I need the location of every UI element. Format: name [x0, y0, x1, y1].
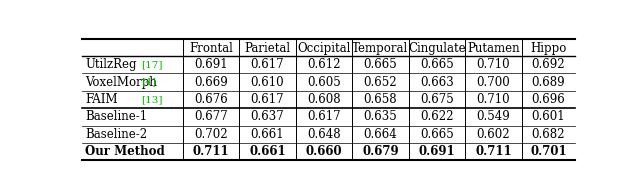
- Text: [4]: [4]: [141, 78, 157, 87]
- Text: 0.637: 0.637: [251, 110, 284, 123]
- Text: Cingulate: Cingulate: [408, 42, 466, 55]
- Text: 0.711: 0.711: [475, 145, 512, 158]
- Text: Frontal: Frontal: [189, 42, 233, 55]
- Text: 0.691: 0.691: [419, 145, 455, 158]
- Text: 0.702: 0.702: [194, 128, 228, 141]
- Text: 0.665: 0.665: [364, 58, 397, 71]
- Text: 0.549: 0.549: [477, 110, 510, 123]
- Text: 0.661: 0.661: [249, 145, 286, 158]
- Text: Hippo: Hippo: [530, 42, 566, 55]
- Text: 0.617: 0.617: [251, 58, 284, 71]
- Text: 0.692: 0.692: [532, 58, 565, 71]
- Text: 0.691: 0.691: [194, 58, 228, 71]
- Text: Baseline-2: Baseline-2: [86, 128, 148, 141]
- Text: Temporal: Temporal: [353, 42, 408, 55]
- Text: 0.665: 0.665: [420, 58, 454, 71]
- Text: 0.602: 0.602: [477, 128, 510, 141]
- Text: 0.710: 0.710: [477, 58, 510, 71]
- Text: 0.612: 0.612: [307, 58, 340, 71]
- Text: 0.696: 0.696: [531, 93, 565, 106]
- Text: 0.682: 0.682: [532, 128, 565, 141]
- Text: 0.652: 0.652: [364, 76, 397, 89]
- Text: 0.676: 0.676: [194, 93, 228, 106]
- Text: 0.605: 0.605: [307, 76, 341, 89]
- Text: [17]: [17]: [141, 60, 163, 69]
- Text: 0.665: 0.665: [420, 128, 454, 141]
- Text: 0.661: 0.661: [251, 128, 284, 141]
- Text: 0.635: 0.635: [364, 110, 397, 123]
- Text: Parietal: Parietal: [244, 42, 291, 55]
- Text: Putamen: Putamen: [467, 42, 520, 55]
- Text: 0.679: 0.679: [362, 145, 399, 158]
- Text: 0.664: 0.664: [364, 128, 397, 141]
- Text: 0.617: 0.617: [307, 110, 341, 123]
- Text: FAIM: FAIM: [86, 93, 118, 106]
- Text: 0.711: 0.711: [193, 145, 229, 158]
- Text: 0.701: 0.701: [530, 145, 566, 158]
- Text: [13]: [13]: [141, 95, 163, 104]
- Text: 0.710: 0.710: [477, 93, 510, 106]
- Text: 0.608: 0.608: [307, 93, 341, 106]
- Text: 0.648: 0.648: [307, 128, 341, 141]
- Text: 0.663: 0.663: [420, 76, 454, 89]
- Text: UtilzReg: UtilzReg: [86, 58, 137, 71]
- Text: VoxelMorph: VoxelMorph: [86, 76, 157, 89]
- Text: 0.669: 0.669: [194, 76, 228, 89]
- Text: 0.677: 0.677: [194, 110, 228, 123]
- Text: 0.689: 0.689: [532, 76, 565, 89]
- Text: 0.617: 0.617: [251, 93, 284, 106]
- Text: 0.658: 0.658: [364, 93, 397, 106]
- Text: 0.610: 0.610: [251, 76, 284, 89]
- Text: 0.601: 0.601: [532, 110, 565, 123]
- Text: 0.675: 0.675: [420, 93, 454, 106]
- Text: Our Method: Our Method: [86, 145, 165, 158]
- Text: Occipital: Occipital: [298, 42, 351, 55]
- Text: 0.622: 0.622: [420, 110, 454, 123]
- Text: 0.700: 0.700: [477, 76, 510, 89]
- Text: 0.660: 0.660: [306, 145, 342, 158]
- Text: Baseline-1: Baseline-1: [86, 110, 148, 123]
